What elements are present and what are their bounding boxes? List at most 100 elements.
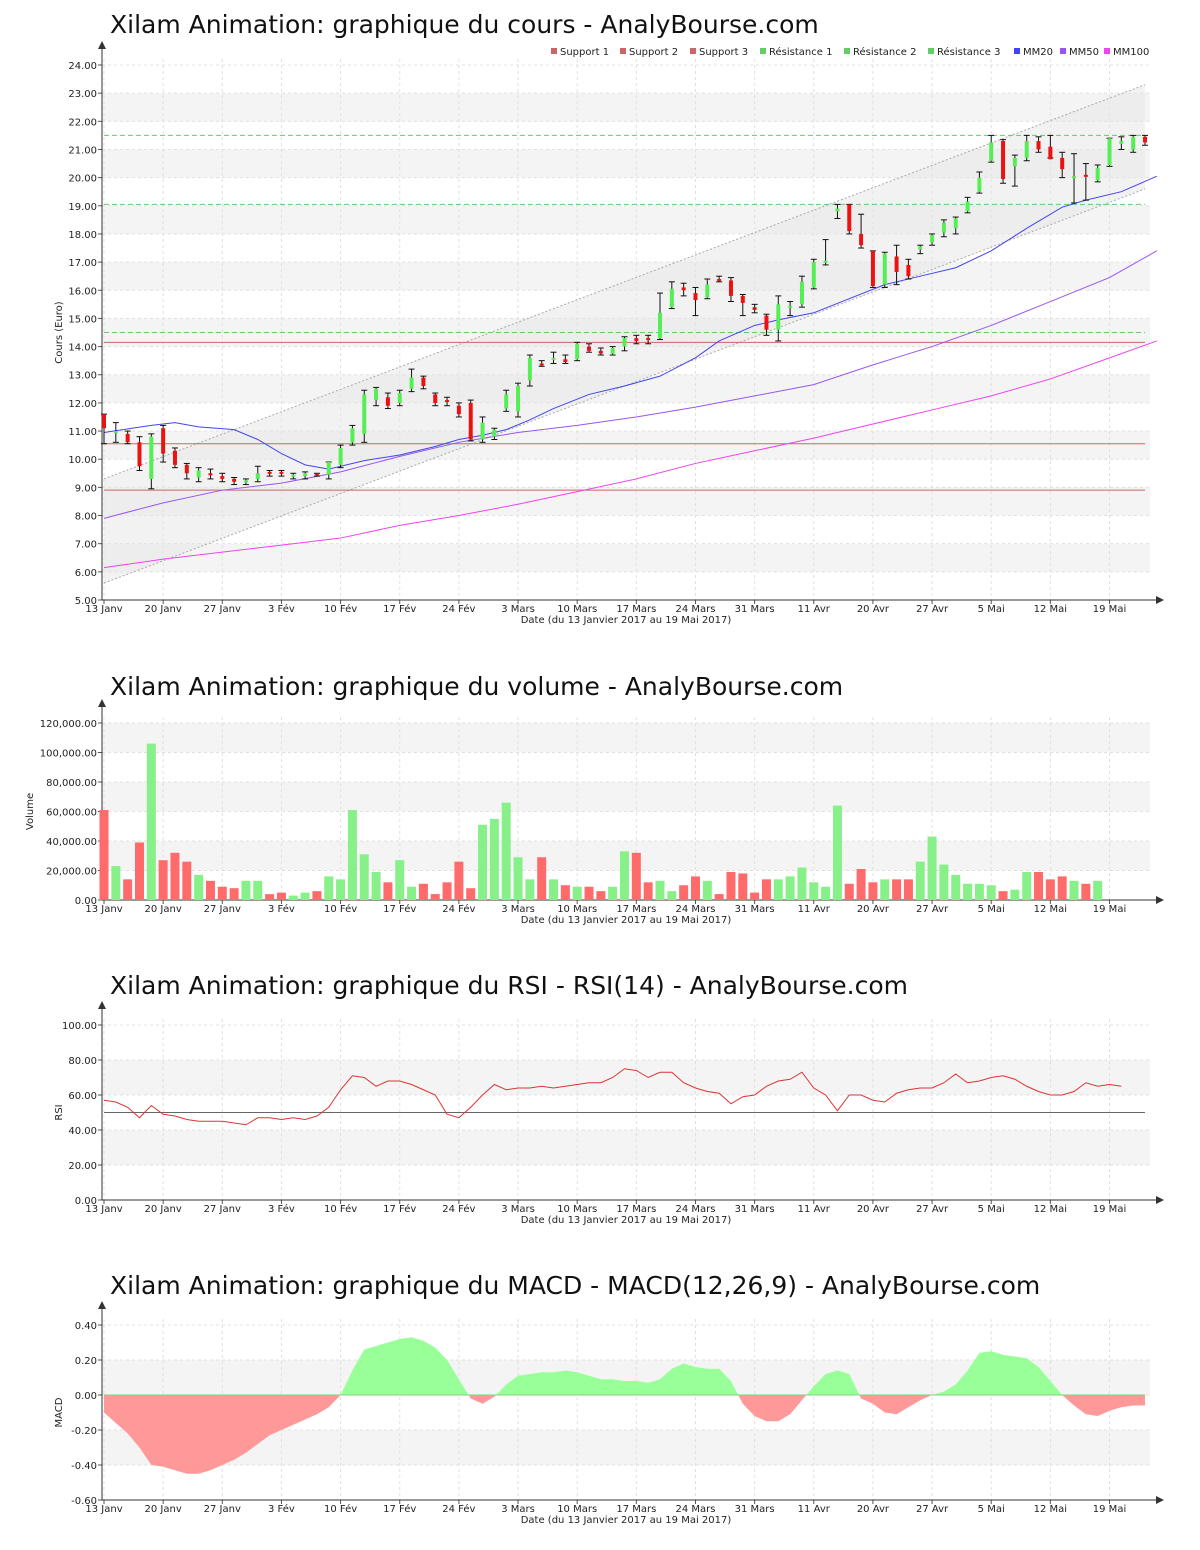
price-x-tick-label: 11 Avr — [798, 604, 831, 615]
volume-bar — [655, 880, 665, 900]
candle-body — [764, 315, 769, 330]
candle-body — [468, 402, 473, 440]
candle-body — [172, 450, 177, 465]
legend-label: MM50 — [1069, 47, 1099, 58]
volume-bar — [785, 876, 795, 900]
price-y-tick-label: 6.00 — [75, 568, 97, 579]
volume-bar — [892, 879, 902, 900]
volume-bar — [939, 864, 949, 900]
candle-body — [823, 260, 828, 263]
volume-bar — [489, 818, 499, 900]
macd-x-axis-arrow — [1156, 1496, 1164, 1504]
legend-label: Résistance 2 — [853, 46, 916, 58]
macd-x-tick-label: 17 Mars — [616, 1504, 656, 1515]
legend-swatch — [1060, 48, 1066, 54]
volume-x-tick-label: 5 Mai — [978, 904, 1005, 915]
macd-x-tick-label: 10 Fév — [324, 1503, 357, 1515]
volume-bar — [1057, 876, 1067, 900]
candle-body — [291, 474, 296, 477]
candle-body — [669, 288, 674, 308]
volume-y-tick-label: 60,000.00 — [46, 808, 97, 819]
candle-body — [303, 473, 308, 477]
candle-body — [681, 287, 686, 291]
volume-bar — [596, 891, 606, 900]
price-grid-band — [102, 543, 1150, 572]
rsi-x-tick-label: 11 Avr — [798, 1204, 831, 1215]
price-y-tick-label: 11.00 — [68, 427, 97, 438]
rsi-y-tick-label: 0.00 — [75, 1196, 97, 1207]
mm20-line — [103, 175, 1158, 470]
price-y-tick-label: 16.00 — [68, 286, 97, 297]
candle-body — [728, 280, 733, 296]
volume-bar — [1045, 879, 1055, 900]
price-x-tick-label: 31 Mars — [735, 604, 775, 615]
volume-bar — [478, 824, 488, 900]
volume-bar — [927, 836, 937, 900]
rsi-x-tick-label: 27 Avr — [916, 1204, 949, 1215]
macd-x-tick-label: 24 Fév — [442, 1503, 475, 1515]
legend-swatch — [1014, 48, 1020, 54]
volume-bar — [750, 892, 760, 900]
price-y-tick-label: 9.00 — [75, 483, 97, 494]
rsi-y-tick-label: 20.00 — [68, 1161, 97, 1172]
price-x-tick-label: 24 Mars — [675, 604, 715, 615]
candle-body — [113, 431, 118, 434]
volume-bar — [442, 882, 452, 900]
volume-bar — [868, 882, 878, 900]
candle-body — [1001, 141, 1006, 180]
legend-swatch — [844, 48, 850, 54]
trend-channel — [104, 84, 1145, 584]
macd-x-tick-label: 12 Mai — [1034, 1504, 1067, 1515]
legend-swatch — [928, 48, 934, 54]
macd-positive-area — [806, 1370, 860, 1395]
rsi-x-tick-label: 20 Janv — [145, 1204, 182, 1215]
candle-body — [125, 433, 130, 443]
rsi-x-tick-label: 12 Mai — [1034, 1204, 1067, 1215]
price-grid-band — [102, 93, 1150, 122]
price-x-tick-label: 13 Janv — [85, 604, 122, 615]
legend-label: Support 1 — [560, 47, 609, 58]
volume-x-tick-label: 20 Avr — [857, 904, 890, 915]
macd-y-tick-label: -0.40 — [71, 1461, 97, 1472]
volume-bar — [537, 857, 547, 900]
candle-body — [1036, 141, 1041, 150]
price-y-tick-label: 23.00 — [68, 89, 97, 100]
price-x-tick-label: 24 Fév — [442, 603, 475, 615]
macd-x-tick-label: 27 Janv — [204, 1504, 241, 1515]
candle-body — [598, 350, 603, 354]
rsi-x-tick-label: 5 Mai — [978, 1204, 1005, 1215]
candle-body — [539, 363, 544, 366]
volume-bar — [560, 885, 570, 900]
volume-bar — [111, 866, 121, 900]
macd-y-tick-label: -0.20 — [71, 1426, 97, 1437]
volume-x-tick-label: 3 Fév — [268, 903, 295, 915]
volume-bar — [229, 888, 239, 900]
rsi-grid-band — [102, 1060, 1150, 1095]
price-y-tick-label: 7.00 — [75, 540, 97, 551]
volume-bar — [146, 743, 156, 900]
volume-x-tick-label: 31 Mars — [735, 904, 775, 915]
macd-x-tick-label: 20 Janv — [145, 1504, 182, 1515]
macd-positive-area — [496, 1363, 739, 1395]
price-x-axis-arrow — [1156, 596, 1164, 604]
rsi-x-tick-label: 24 Mars — [675, 1204, 715, 1215]
candle-body — [1060, 157, 1065, 170]
volume-grid-band — [102, 723, 1150, 753]
candle-body — [610, 347, 615, 354]
legend-label: MM20 — [1023, 47, 1053, 58]
candle-body — [1083, 174, 1088, 177]
price-y-tick-label: 21.00 — [68, 145, 97, 156]
candle-body — [894, 256, 899, 272]
price-x-tick-label: 17 Fév — [383, 603, 416, 615]
volume-x-tick-label: 27 Janv — [204, 904, 241, 915]
candle-body — [102, 414, 106, 429]
candle-body — [941, 222, 946, 233]
rsi-x-axis-label: Date (du 13 Janvier 2017 au 19 Mai 2017) — [521, 1215, 732, 1226]
candle-body — [918, 246, 923, 250]
macd-x-tick-label: 3 Fév — [268, 1503, 295, 1515]
volume-x-tick-label: 24 Mars — [675, 904, 715, 915]
candle-body — [208, 473, 213, 476]
rsi-y-axis-arrow — [98, 1001, 106, 1009]
price-x-tick-label: 3 Fév — [268, 603, 295, 615]
macd-x-axis-label: Date (du 13 Janvier 2017 au 19 Mai 2017) — [521, 1515, 732, 1526]
